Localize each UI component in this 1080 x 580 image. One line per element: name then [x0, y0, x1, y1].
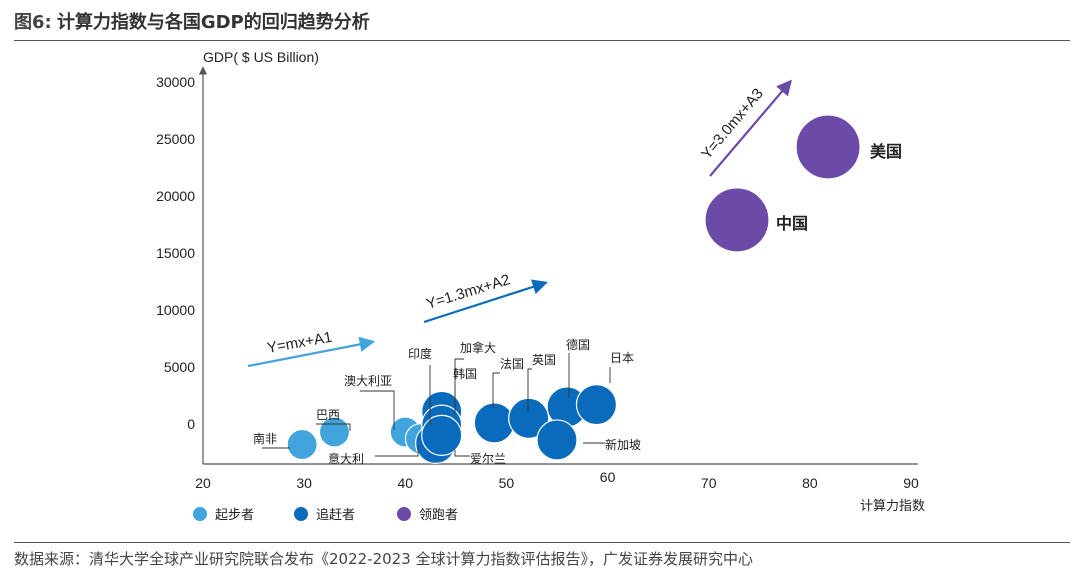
bubble: [536, 419, 578, 461]
y-tick-label: 25000: [156, 131, 195, 147]
point-label: 爱尔兰: [470, 451, 506, 466]
legend-swatch: [193, 507, 207, 521]
source-note: 数据来源：清华大学全球产业研究院联合发布《2022-2023 全球计算力指数评估…: [14, 550, 754, 568]
x-axis-title: 计算力指数: [860, 499, 925, 514]
y-tick-label: 30000: [156, 74, 195, 90]
x-tick-label: 90: [903, 475, 919, 491]
point-label: 新加坡: [605, 437, 641, 452]
y-tick-label: 0: [187, 416, 195, 432]
y-axis-title: GDP( $ US Billion): [203, 49, 319, 65]
point-label: 加拿大: [460, 340, 496, 355]
scatter-chart: 30000 25000 20000 15000 10000 5000 0 20 30 40 50 60…: [156, 49, 925, 523]
trend-arrow: [247, 336, 376, 368]
bubble: [473, 402, 515, 444]
x-tick-label: 50: [499, 475, 515, 491]
figure-title: 计算力指数与各国GDP的回归趋势分析: [56, 12, 370, 33]
bottom-divider: [14, 542, 1070, 543]
bubble: [795, 114, 861, 180]
leader-line: [527, 368, 532, 412]
legend-swatch: [294, 507, 308, 521]
leader-line: [316, 423, 351, 431]
y-tick-label: 10000: [156, 302, 195, 318]
point-label: 日本: [610, 351, 634, 365]
legend-label: 追赶者: [316, 507, 355, 523]
x-tick-label: 70: [701, 475, 717, 491]
x-tick-label: 60: [600, 469, 616, 485]
trend-arrow: [709, 79, 792, 177]
point-label: 英国: [532, 353, 556, 367]
trend-equation: Y=1.3mx+A2: [424, 271, 512, 313]
trend-equation: Y=mx+A1: [266, 329, 334, 357]
point-label: 中国: [776, 214, 808, 233]
y-tick-label: 20000: [156, 188, 195, 204]
y-tick-label: 5000: [164, 359, 195, 375]
point-label: 法国: [500, 357, 524, 371]
point-label: 韩国: [453, 366, 477, 381]
bubble: [704, 187, 770, 253]
point-label: 南非: [253, 431, 277, 446]
x-tick-label: 80: [802, 475, 818, 491]
bubble: [318, 416, 351, 448]
leader-line: [375, 446, 419, 457]
point-label: 澳大利亚: [344, 374, 392, 388]
point-label: 巴西: [316, 408, 340, 422]
leader-line: [360, 390, 395, 430]
figure-number: 图6:: [14, 12, 52, 33]
point-label: 意大利: [328, 451, 364, 466]
legend-swatch: [397, 507, 411, 521]
bubble: [508, 397, 550, 439]
figure-title-row: 图6: 计算力指数与各国GDP的回归趋势分析: [14, 8, 1070, 38]
x-tick-label: 30: [296, 475, 312, 491]
leader-line: [492, 372, 500, 408]
bubble: [575, 384, 618, 426]
trend-arrow: [423, 279, 548, 324]
bubble: [286, 428, 318, 461]
leader-line: [454, 450, 470, 457]
point-label: 德国: [566, 337, 590, 352]
y-tick-label: 15000: [156, 245, 195, 261]
legend-label: 领跑者: [419, 508, 458, 523]
legend-label: 起步者: [215, 508, 254, 523]
bubble: [421, 414, 463, 456]
x-tick-label: 20: [195, 475, 211, 491]
top-divider: [14, 40, 1070, 41]
point-label: 印度: [408, 346, 432, 361]
point-label: 美国: [870, 142, 902, 161]
x-tick-label: 40: [397, 475, 413, 491]
